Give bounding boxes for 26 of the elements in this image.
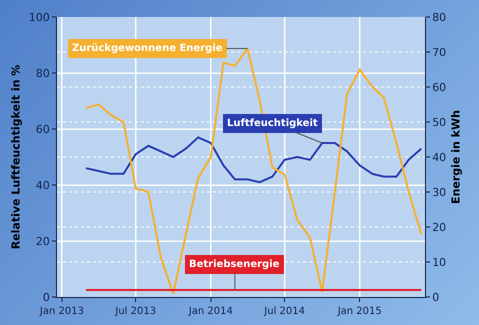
y2-tick-label: 70 <box>432 46 446 59</box>
line-series <box>84 136 422 184</box>
y2-axis-title: Energie in kWh <box>449 110 462 204</box>
series-label: Zurückgewonnene Energie <box>72 43 223 54</box>
y2-tick-label: 40 <box>432 150 446 164</box>
x-tick-label: Jan 2014 <box>188 306 233 317</box>
y2-tick-label: 60 <box>432 80 446 94</box>
y-tick-label: 100 <box>28 10 50 24</box>
series-label: Luftfeuchtigkeit <box>227 118 318 129</box>
y2-tick-label: 0 <box>432 290 440 304</box>
y-tick-label: 0 <box>42 290 50 304</box>
y-tick-label: 60 <box>36 122 50 136</box>
y-tick-label: 40 <box>36 178 50 192</box>
y2-tick-label: 30 <box>432 186 446 199</box>
x-tick-label: Jul 2013 <box>114 306 156 317</box>
y2-tick-label: 80 <box>432 10 446 24</box>
x-tick-label: Jan 2013 <box>38 306 84 317</box>
series-label: Betriebsenergie <box>189 259 280 270</box>
y2-tick-label: 20 <box>432 220 446 234</box>
y-tick-label: 20 <box>36 234 50 248</box>
y-tick-label: 80 <box>36 66 50 80</box>
x-tick-label: Jul 2014 <box>263 306 305 317</box>
x-tick-label: Jan 2015 <box>336 306 382 317</box>
y2-tick-label: 10 <box>432 256 446 269</box>
y-axis-title: Relative Luftfeuchtigkeit in % <box>9 64 22 250</box>
y2-tick-label: 50 <box>432 116 446 129</box>
